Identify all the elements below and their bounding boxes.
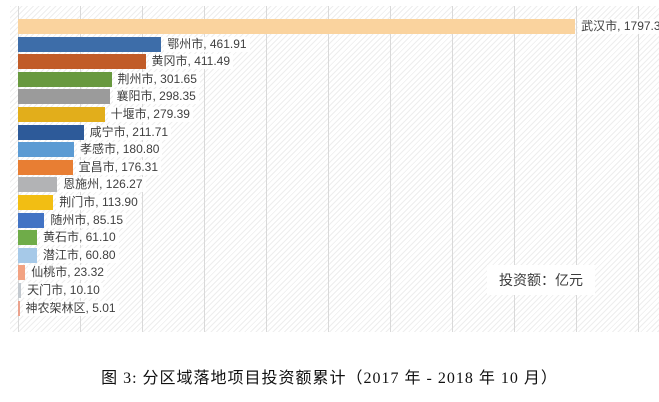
bar-label: 鄂州市, 461.91 <box>164 36 250 52</box>
unit-note-text: 投资额：亿元 <box>499 274 583 289</box>
bar-label: 武汉市, 1797.36 <box>578 19 659 34</box>
bar <box>18 159 73 175</box>
bar-row: 黄石市, 61.10 <box>10 230 659 246</box>
bar-label: 潜江市, 60.80 <box>39 247 119 263</box>
bar-label: 荆州市, 301.65 <box>114 71 200 87</box>
bar-row: 孝感市, 180.80 <box>10 142 659 158</box>
bar <box>18 107 105 122</box>
bar-label: 宜昌市, 176.31 <box>75 159 162 175</box>
bar <box>18 212 45 228</box>
bar <box>18 71 112 87</box>
bar-label: 黄冈市, 411.49 <box>148 54 234 70</box>
bar <box>18 36 162 52</box>
bar <box>18 177 58 193</box>
gridline <box>452 6 453 332</box>
bar <box>18 247 37 263</box>
bar <box>18 283 22 298</box>
bar-label: 天门市, 10.10 <box>24 283 103 298</box>
gridline <box>204 6 205 332</box>
bar-row: 仙桃市, 23.32 <box>10 265 659 281</box>
bar-row: 十堰市, 279.39 <box>10 107 659 122</box>
bar-label: 随州市, 85.15 <box>47 212 127 228</box>
gridline <box>638 6 639 332</box>
bar-label: 十堰市, 279.39 <box>107 107 193 122</box>
bar-label: 黄石市, 61.10 <box>39 230 119 246</box>
bar-row: 恩施州, 126.27 <box>10 177 659 193</box>
bar-label: 咸宁市, 211.71 <box>86 124 172 140</box>
bar-row: 潜江市, 60.80 <box>10 247 659 263</box>
unit-note-box: 投资额：亿元 <box>487 265 595 295</box>
bar <box>18 124 84 140</box>
gridline <box>576 6 577 332</box>
bar-row: 咸宁市, 211.71 <box>10 124 659 140</box>
bar-row: 襄阳市, 298.35 <box>10 89 659 105</box>
figure-caption: 图 3: 分区域落地项目投资额累计（2017 年 - 2018 年 10 月） <box>101 370 558 387</box>
bar-label: 神农架林区, 5.01 <box>22 300 119 316</box>
bar <box>18 142 75 158</box>
plot-area: 武汉市, 1797.36 鄂州市, 461.91 黄冈市, 411.49 荆州市, 3… <box>10 6 659 332</box>
bar-row: 随州市, 85.15 <box>10 212 659 228</box>
bar <box>18 89 111 105</box>
bar <box>18 265 26 281</box>
bar-row: 荆门市, 113.90 <box>10 195 659 210</box>
gridline <box>514 6 515 332</box>
gridline <box>390 6 391 332</box>
bar-row: 神农架林区, 5.01 <box>10 300 659 316</box>
bar-label: 襄阳市, 298.35 <box>113 89 199 105</box>
bar-label: 孝感市, 180.80 <box>77 142 163 158</box>
bar <box>18 54 146 70</box>
bar <box>18 300 20 316</box>
bar-label: 荆门市, 113.90 <box>56 195 141 210</box>
bar-row: 荆州市, 301.65 <box>10 71 659 87</box>
bar-label: 仙桃市, 23.32 <box>28 265 107 281</box>
bar-row: 宜昌市, 176.31 <box>10 159 659 175</box>
bar-row: 天门市, 10.10 <box>10 283 659 298</box>
bar-row: 鄂州市, 461.91 <box>10 36 659 52</box>
gridline <box>328 6 329 332</box>
bar <box>18 195 54 210</box>
bar-row: 黄冈市, 411.49 <box>10 54 659 70</box>
bar-label: 恩施州, 126.27 <box>60 177 146 193</box>
bar <box>18 19 576 34</box>
bar-row: 武汉市, 1797.36 <box>10 19 659 34</box>
bar <box>18 230 37 246</box>
gridline <box>266 6 267 332</box>
